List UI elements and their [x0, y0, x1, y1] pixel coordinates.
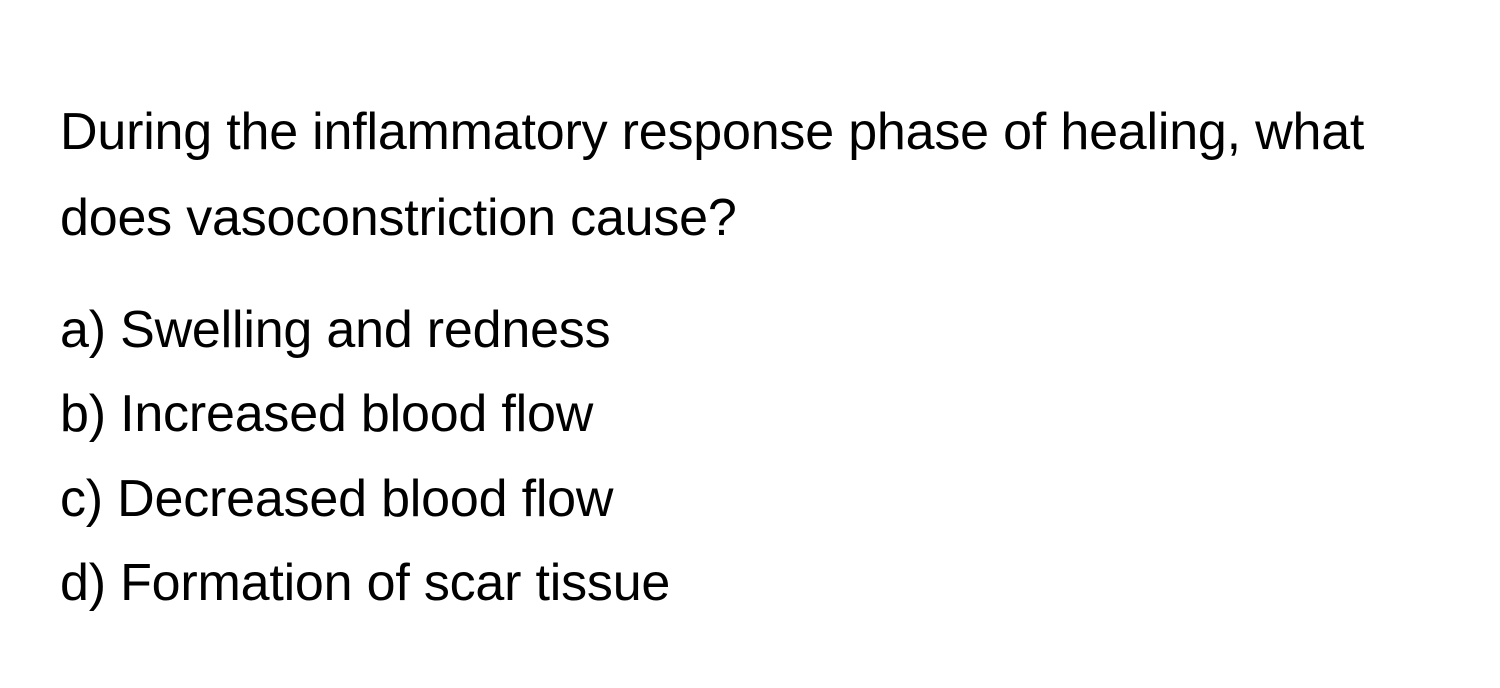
option-a-label: a) [60, 301, 106, 359]
option-c-text: Decreased blood flow [117, 470, 613, 528]
option-c: c) Decreased blood flow [60, 459, 1440, 540]
options-list: a) Swelling and redness b) Increased blo… [60, 290, 1440, 624]
option-a: a) Swelling and redness [60, 290, 1440, 371]
option-b-text: Increased blood flow [120, 385, 593, 443]
question-container: During the inflammatory response phase o… [0, 0, 1500, 688]
question-text: During the inflammatory response phase o… [60, 90, 1440, 262]
option-b: b) Increased blood flow [60, 374, 1440, 455]
option-b-label: b) [60, 385, 106, 443]
option-d: d) Formation of scar tissue [60, 543, 1440, 624]
option-c-label: c) [60, 470, 103, 528]
option-d-text: Formation of scar tissue [120, 554, 670, 612]
option-a-text: Swelling and redness [120, 301, 610, 359]
option-d-label: d) [60, 554, 106, 612]
